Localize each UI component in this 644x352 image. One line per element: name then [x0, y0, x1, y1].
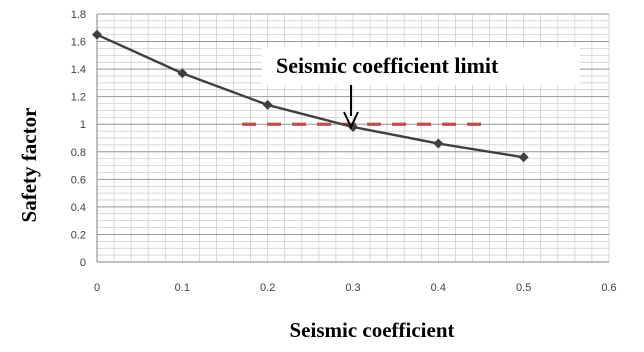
annotation-label: Seismic coefficient limit: [276, 53, 499, 78]
x-axis-title: Seismic coefficient: [289, 318, 454, 342]
annotations: Seismic coefficient limit: [262, 47, 580, 130]
data-point: [518, 152, 529, 163]
y-tick-label: 1: [80, 119, 86, 131]
y-tick-label: 0.2: [71, 229, 86, 241]
y-tick-label: 0: [80, 257, 86, 269]
axes: 0 0.2 0.4 0.6 0.8 1 1.2 1.4 1.6 1.8 0 0.1 0.2 0.3 0.4 0…: [71, 9, 617, 294]
x-tick-label: 0.6: [601, 282, 616, 294]
y-tick-label: 1.4: [71, 64, 86, 76]
y-tick-label: 0.8: [71, 147, 86, 159]
y-tick-label: 0.6: [71, 174, 86, 186]
x-tick-label: 0.5: [516, 282, 531, 294]
x-tick-label: 0.4: [431, 282, 446, 294]
annotation-arrow-head: [343, 111, 359, 130]
data-point: [92, 29, 102, 40]
y-tick-label: 1.8: [71, 9, 86, 21]
x-tick-label: 0.1: [175, 282, 190, 294]
series-line: [96, 33, 524, 159]
y-axis-title: Safety factor: [17, 108, 41, 223]
y-tick-label: 1.2: [71, 92, 86, 104]
x-tick-label: 0.3: [345, 282, 360, 294]
annotation-box: [262, 47, 580, 85]
y-tick-label: 0.4: [71, 202, 86, 214]
x-tick-label: 0.2: [260, 282, 275, 294]
data-point: [262, 99, 273, 110]
y-tick-label: 1.6: [71, 37, 86, 49]
data-point: [177, 68, 188, 79]
data-point: [433, 138, 444, 149]
x-tick-label: 0: [94, 282, 100, 294]
